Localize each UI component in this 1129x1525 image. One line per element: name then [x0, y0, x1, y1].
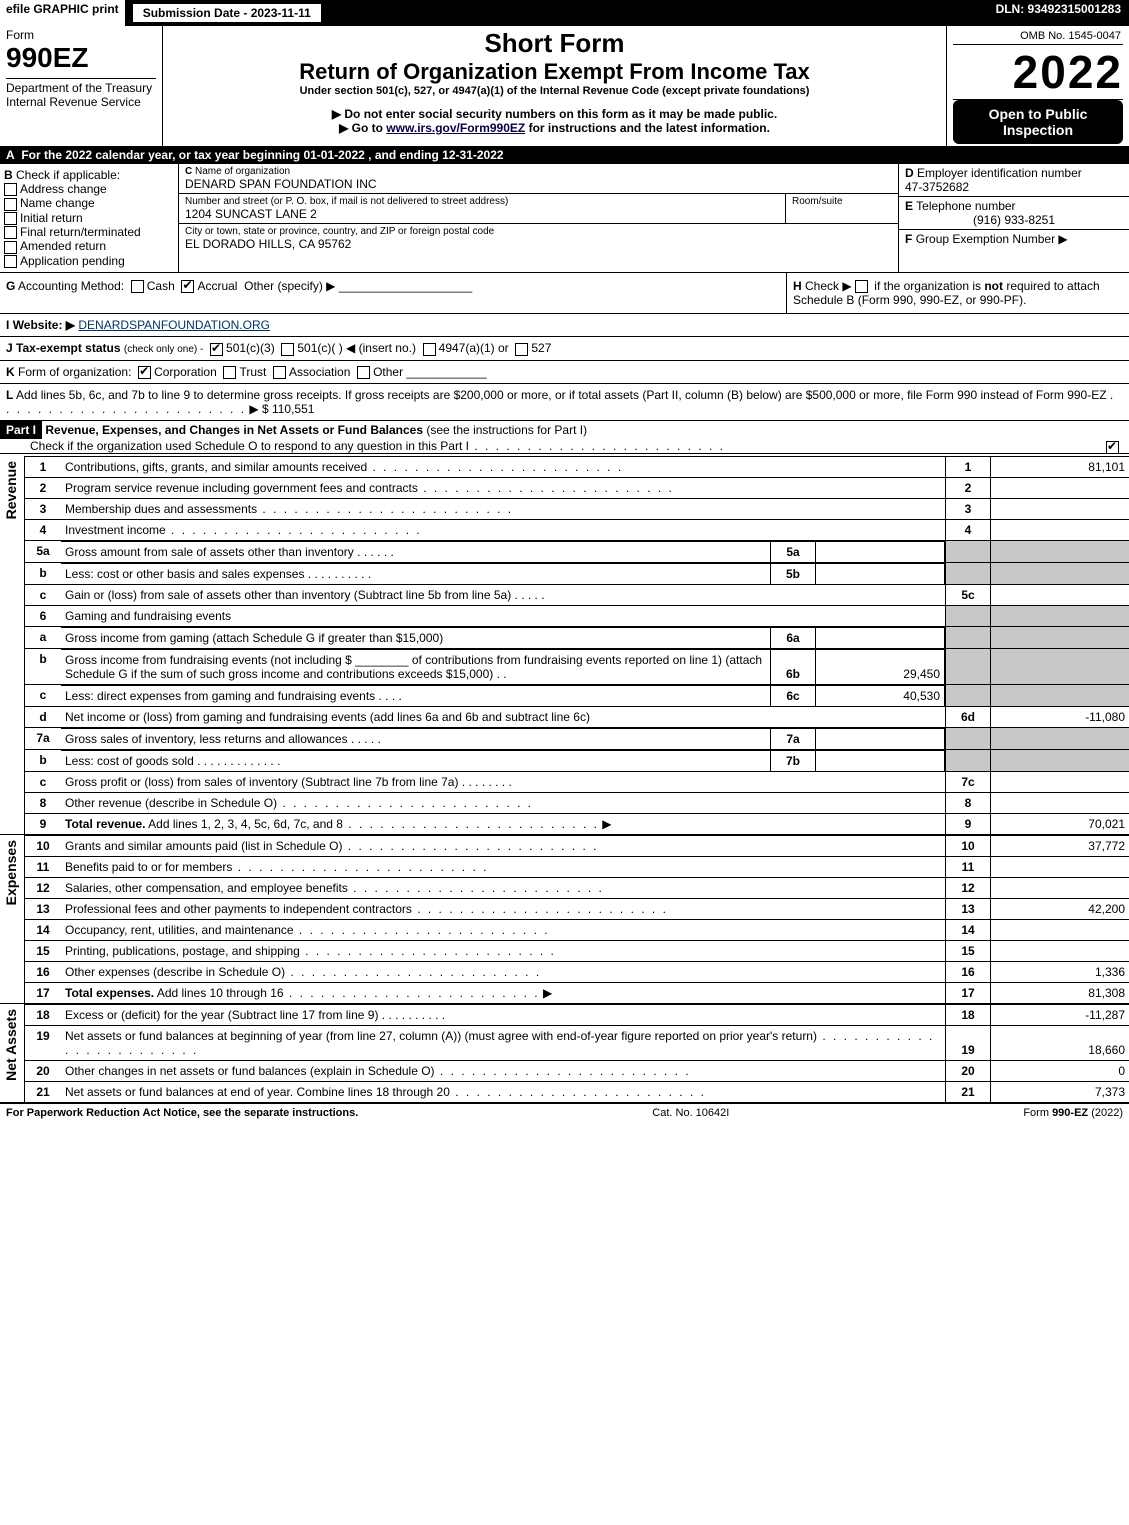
cb-sched-b[interactable]	[855, 280, 868, 293]
expenses-label: Expenses	[1, 836, 21, 909]
footer-left: For Paperwork Reduction Act Notice, see …	[6, 1107, 358, 1119]
room-label: Room/suite	[792, 196, 892, 207]
lines-table: Revenue 1Contributions, gifts, grants, a…	[0, 456, 1129, 1103]
f-label: Group Exemption Number ▶	[916, 232, 1068, 246]
submission-date: Submission Date - 2023-11-11	[131, 2, 323, 24]
cb-other-org[interactable]	[357, 366, 370, 379]
phone: (916) 933-8251	[905, 213, 1123, 227]
donot-warning: ▶ Do not enter social security numbers o…	[169, 107, 940, 121]
form-number: 990EZ	[6, 42, 156, 74]
top-bar: efile GRAPHIC print Submission Date - 20…	[0, 0, 1129, 26]
amt-13: 42,200	[991, 898, 1129, 919]
amt-10: 37,772	[991, 835, 1129, 856]
dept-label: Department of the Treasury	[6, 81, 156, 95]
j-label: Tax-exempt status	[16, 341, 120, 355]
cb-initial-return[interactable]	[4, 212, 17, 225]
city-label: City or town, state or province, country…	[185, 226, 892, 237]
section-bcdef: B Check if applicable: Address change Na…	[0, 164, 1129, 272]
cb-4947[interactable]	[423, 343, 436, 356]
netassets-label: Net Assets	[1, 1005, 21, 1085]
org-name: DENARD SPAN FOUNDATION INC	[185, 177, 892, 191]
amt-17: 81,308	[991, 982, 1129, 1003]
street-label: Number and street (or P. O. box, if mail…	[185, 196, 779, 207]
amt-21: 7,373	[991, 1081, 1129, 1102]
part1-heading: Revenue, Expenses, and Changes in Net As…	[45, 423, 423, 437]
short-form-title: Short Form	[169, 28, 940, 59]
k-label: Form of organization:	[18, 365, 131, 379]
tax-year: 2022	[953, 45, 1123, 100]
street: 1204 SUNCAST LANE 2	[185, 207, 779, 221]
amt-6c: 40,530	[816, 685, 945, 706]
website-link[interactable]: DENARDSPANFOUNDATION.ORG	[78, 318, 270, 332]
cb-amended-return[interactable]	[4, 241, 17, 254]
cb-527[interactable]	[515, 343, 528, 356]
cb-corp[interactable]	[138, 366, 151, 379]
footer-catno: Cat. No. 10642I	[652, 1107, 729, 1119]
efile-label[interactable]: efile GRAPHIC print	[0, 0, 129, 26]
goto-line: ▶ Go to www.irs.gov/Form990EZ for instru…	[169, 121, 940, 135]
main-title: Return of Organization Exempt From Incom…	[169, 59, 940, 85]
irs-label: Internal Revenue Service	[6, 95, 156, 109]
cb-final-return[interactable]	[4, 226, 17, 239]
city: EL DORADO HILLS, CA 95762	[185, 237, 892, 251]
i-label: Website: ▶	[13, 318, 75, 332]
amt-18: -11,287	[991, 1004, 1129, 1025]
c-name-label: Name of organization	[195, 166, 290, 177]
footer-right: Form 990-EZ (2022)	[1023, 1107, 1123, 1119]
cb-accrual[interactable]	[181, 280, 194, 293]
amt-20: 0	[991, 1060, 1129, 1081]
dln-label: DLN: 93492315001283	[988, 0, 1129, 26]
open-public-badge: Open to Public Inspection	[953, 100, 1123, 144]
under-section: Under section 501(c), 527, or 4947(a)(1)…	[169, 85, 940, 97]
ein: 47-3752682	[905, 180, 1123, 194]
part1-badge: Part I	[0, 421, 42, 439]
cb-501c[interactable]	[281, 343, 294, 356]
b-label: Check if applicable:	[16, 168, 120, 182]
cb-name-change[interactable]	[4, 198, 17, 211]
cb-address-change[interactable]	[4, 183, 17, 196]
cb-501c3[interactable]	[210, 343, 223, 356]
page-footer: For Paperwork Reduction Act Notice, see …	[0, 1103, 1129, 1122]
amt-16: 1,336	[991, 961, 1129, 982]
amt-6b: 29,450	[816, 649, 945, 684]
revenue-label: Revenue	[1, 457, 21, 523]
cb-schedule-o[interactable]	[1106, 441, 1119, 454]
gross-receipts: 110,551	[272, 402, 315, 416]
amt-9: 70,021	[991, 813, 1129, 834]
cb-cash[interactable]	[131, 280, 144, 293]
amt-1: 81,101	[991, 456, 1129, 477]
d-label: Employer identification number	[917, 166, 1082, 180]
form-label: Form	[6, 28, 156, 42]
omb-number: OMB No. 1545-0047	[953, 28, 1123, 45]
e-label: Telephone number	[916, 199, 1015, 213]
amt-19: 18,660	[991, 1025, 1129, 1060]
cb-application-pending[interactable]	[4, 255, 17, 268]
form-header: Form 990EZ Department of the Treasury In…	[0, 26, 1129, 146]
irs-link[interactable]: www.irs.gov/Form990EZ	[386, 121, 525, 135]
row-gh: G Accounting Method: Cash Accrual Other …	[0, 272, 1129, 313]
cb-trust[interactable]	[223, 366, 236, 379]
g-label: Accounting Method:	[18, 279, 124, 293]
l-text: Add lines 5b, 6c, and 7b to line 9 to de…	[16, 388, 1107, 402]
cb-assoc[interactable]	[273, 366, 286, 379]
amt-6d: -11,080	[991, 706, 1129, 727]
line-a-text: For the 2022 calendar year, or tax year …	[21, 148, 503, 162]
